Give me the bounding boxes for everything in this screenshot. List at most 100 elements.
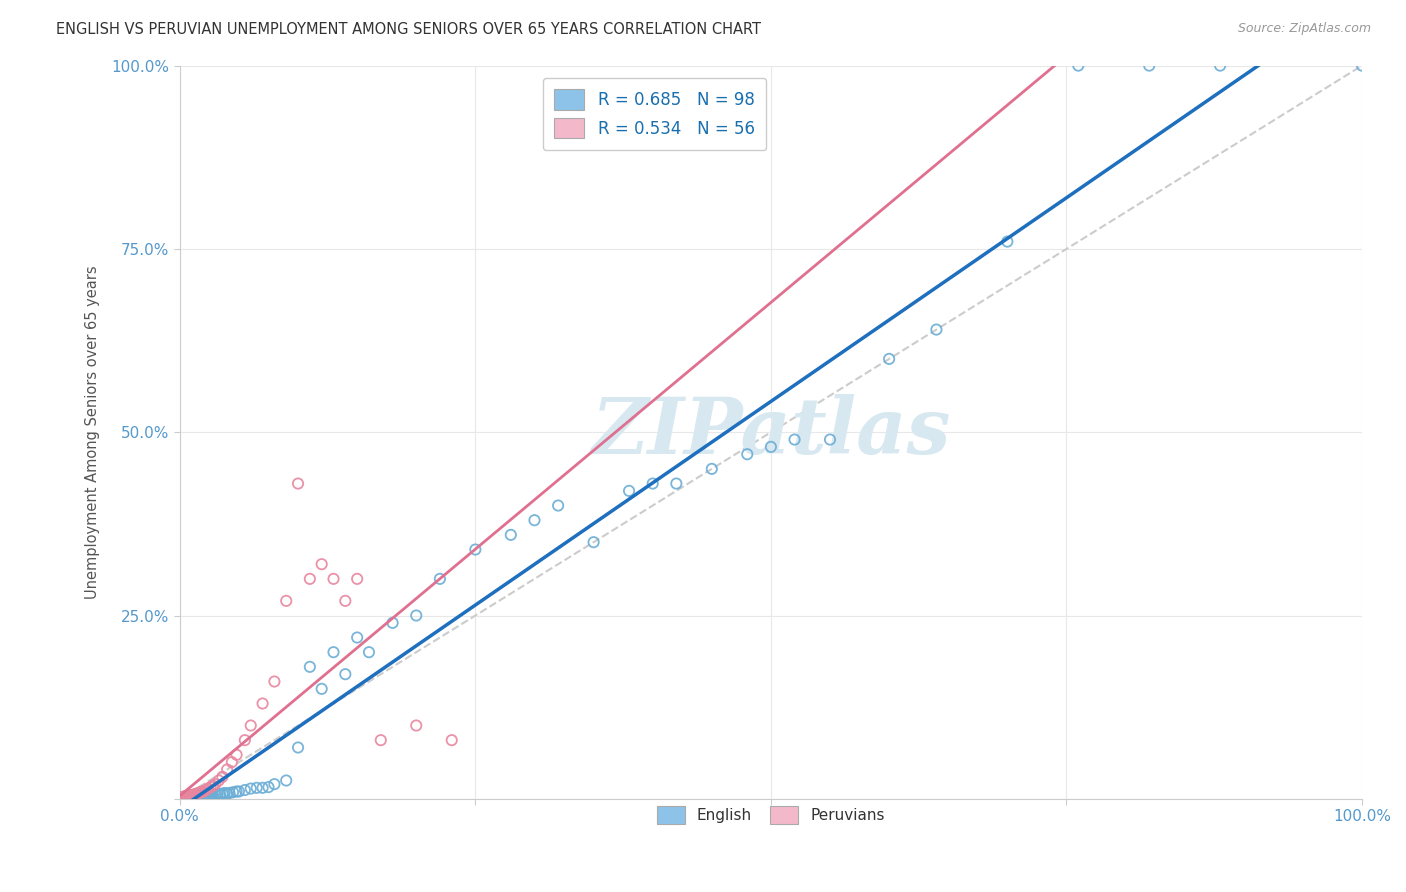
Point [177,789,200,804]
Point [183,789,205,804]
Point [180,791,202,805]
Text: Source: ZipAtlas.com: Source: ZipAtlas.com [1237,22,1371,36]
Point [179,789,201,804]
Point [172,789,194,804]
Point [217,763,239,777]
Point [198,789,221,803]
Point [298,572,321,586]
Point [228,784,250,798]
Point [174,791,197,805]
Point [179,789,201,804]
Point [311,558,333,572]
Point [335,667,357,681]
Point [263,674,285,689]
Point [177,789,200,803]
Point [172,791,194,805]
Point [172,791,194,805]
Point [190,788,212,802]
Point [214,786,236,800]
Legend: English, Peruvians: English, Peruvians [647,795,896,835]
Point [257,780,280,794]
Point [172,790,194,805]
Point [239,718,262,732]
Point [177,789,200,804]
Point [759,440,782,454]
Point [180,790,202,805]
Point [176,789,198,804]
Point [186,789,208,804]
Point [180,788,202,802]
Point [276,594,298,608]
Point [700,462,723,476]
Point [173,790,195,805]
Text: ZIPatlas: ZIPatlas [592,394,950,470]
Point [191,789,214,803]
Point [172,790,194,805]
Point [201,788,224,802]
Point [211,770,233,784]
Point [172,790,194,805]
Point [239,781,262,796]
Point [200,780,222,794]
Point [233,783,256,797]
Point [179,789,201,804]
Point [370,733,392,747]
Point [187,787,209,801]
Point [194,783,217,797]
Point [252,697,274,711]
Point [225,747,247,762]
Point [201,779,224,793]
Point [193,788,215,802]
Point [225,784,247,798]
Point [180,789,202,804]
Point [783,433,806,447]
Point [187,786,209,800]
Point [173,789,195,804]
Point [181,788,204,802]
Point [173,790,195,805]
Point [183,788,205,802]
Point [197,781,219,796]
Point [184,788,207,802]
Point [180,789,202,803]
Point [218,786,240,800]
Point [181,789,204,804]
Point [311,681,333,696]
Point [995,235,1018,249]
Point [246,780,269,795]
Point [335,594,357,608]
Point [191,784,214,798]
Point [172,790,194,805]
Point [176,791,198,805]
Point [190,785,212,799]
Point [174,791,197,805]
Point [195,789,218,803]
Y-axis label: Unemployment Among Seniors over 65 years: Unemployment Among Seniors over 65 years [86,266,100,599]
Point [187,789,209,803]
Point [204,788,226,802]
Point [818,433,841,447]
Point [208,773,231,788]
Point [190,789,212,803]
Point [186,789,208,803]
Text: ENGLISH VS PERUVIAN UNEMPLOYMENT AMONG SENIORS OVER 65 YEARS CORRELATION CHART: ENGLISH VS PERUVIAN UNEMPLOYMENT AMONG S… [56,22,761,37]
Point [582,535,605,549]
Point [176,789,198,804]
Point [641,476,664,491]
Point [179,789,201,803]
Point [194,789,217,803]
Point [547,499,569,513]
Point [429,572,451,586]
Point [217,787,239,801]
Point [188,785,211,799]
Point [173,791,195,805]
Point [176,789,198,803]
Point [173,789,195,804]
Point [170,791,193,805]
Point [179,791,201,805]
Point [174,789,197,804]
Point [381,615,404,630]
Point [197,788,219,802]
Point [263,777,285,791]
Point [405,608,427,623]
